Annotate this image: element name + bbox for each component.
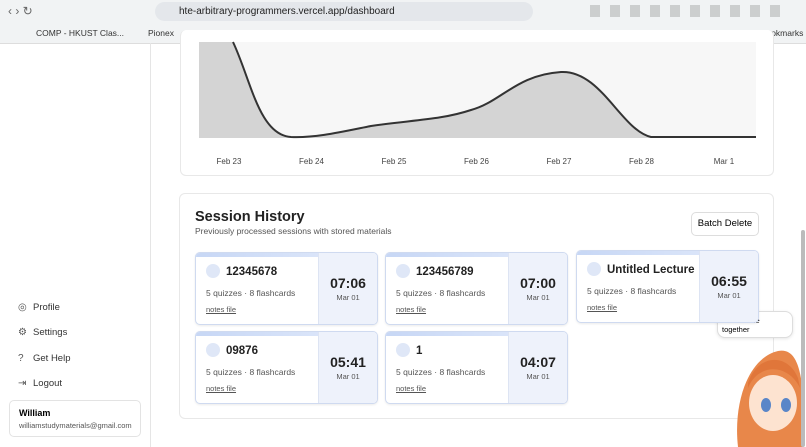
x-tick-label: Feb 25: [381, 157, 407, 166]
session-time-panel: 06:55 Mar 01: [699, 251, 758, 322]
nav-icon: ?: [18, 352, 24, 364]
session-title: 12345678: [226, 266, 278, 278]
session-icon: [396, 264, 410, 278]
session-title: 1: [416, 345, 423, 357]
nav-icon: ⚙: [18, 327, 27, 339]
session-item[interactable]: Untitled Lecture 5 quizzes · 8 flashcards…: [576, 250, 759, 323]
notes-link[interactable]: notes file: [206, 384, 237, 393]
nav-item[interactable]: Get Help: [33, 352, 71, 364]
notes-link[interactable]: notes file: [587, 303, 618, 312]
nav-item[interactable]: Logout: [33, 377, 63, 389]
session-time: 07:06: [330, 275, 366, 291]
section-title: Session History: [195, 209, 305, 225]
scrollbar[interactable]: [801, 230, 805, 447]
session-meta: 5 quizzes · 8 flashcards: [396, 367, 486, 377]
x-tick-label: Feb 23: [216, 157, 242, 166]
session-item[interactable]: 1 5 quizzes · 8 flashcards notes file 04:07…: [385, 331, 568, 404]
section-subtitle: Previously processed sessions with store…: [195, 226, 392, 236]
session-title: 123456789: [416, 266, 474, 278]
top-accent: [577, 251, 758, 255]
session-meta: 5 quizzes · 8 flashcards: [206, 288, 296, 298]
session-icon: [587, 262, 601, 276]
user-box: William williamstudymaterials@gmail.com: [9, 400, 141, 437]
session-date: Mar 01: [717, 291, 741, 300]
top-accent: [196, 253, 377, 257]
session-title: Untitled Lecture: [607, 264, 695, 276]
nav-item[interactable]: Settings: [33, 327, 68, 339]
session-item[interactable]: 09876 5 quizzes · 8 flashcards notes file 0…: [195, 331, 378, 404]
session-icon: [396, 343, 410, 357]
extension-icons: [590, 5, 780, 17]
nav-item[interactable]: Profile: [33, 302, 60, 313]
session-date: Mar 01: [526, 372, 550, 381]
sidebar: William williamstudymaterials@gmail.com …: [0, 43, 151, 447]
x-tick-label: Feb 28: [629, 157, 654, 166]
chart-card: Feb 23 Feb 24 Feb 25 Feb 26 Feb 27 Feb 28 Mar …: [180, 30, 774, 176]
session-time-panel: 07:00 Mar 01: [508, 253, 567, 324]
area: [199, 42, 756, 138]
session-meta: 5 quizzes · 8 flashcards: [587, 286, 677, 296]
user-name: William: [19, 408, 51, 418]
nav-icon: ⇥: [18, 377, 27, 389]
session-time-panel: 07:06 Mar 01: [318, 253, 377, 324]
nav-buttons[interactable]: ‹ › ↻: [8, 4, 33, 18]
session-time: 06:55: [711, 273, 747, 289]
notes-link[interactable]: notes file: [396, 305, 427, 314]
session-title: 09876: [226, 345, 258, 357]
x-tick-label: Feb 26: [464, 157, 489, 166]
assistant-avatar[interactable]: [728, 343, 803, 447]
session-time-panel: 05:41 Mar 01: [318, 332, 377, 403]
session-item[interactable]: 12345678 5 quizzes · 8 flashcards notes fi…: [195, 252, 378, 325]
address-bar[interactable]: hte-arbitrary-programmers.vercel.app/das…: [155, 2, 533, 21]
session-date: Mar 01: [336, 293, 360, 302]
all-bookmarks[interactable]: All Bookmarks: [749, 28, 804, 38]
session-time: 04:07: [520, 354, 556, 370]
session-item[interactable]: 123456789 5 quizzes · 8 flashcards notes f…: [385, 252, 568, 325]
session-time: 07:00: [520, 275, 556, 291]
batch-delete-button[interactable]: Batch Delete: [691, 212, 759, 236]
top-accent: [386, 253, 567, 257]
chart: [199, 41, 756, 139]
session-meta: 5 quizzes · 8 flashcards: [396, 288, 486, 298]
session-meta: 5 quizzes · 8 flashcards: [206, 367, 296, 377]
notes-link[interactable]: notes file: [396, 384, 427, 393]
session-date: Mar 01: [526, 293, 550, 302]
bookmark[interactable]: Pionex: [148, 28, 174, 38]
x-tick-label: Feb 27: [546, 157, 572, 166]
notes-link[interactable]: notes file: [206, 305, 237, 314]
line: [232, 41, 756, 139]
x-tick-label: Feb 24: [299, 157, 324, 166]
session-time-panel: 04:07 Mar 01: [508, 332, 567, 403]
nav-icon: ◎: [18, 302, 27, 313]
top-accent: [196, 332, 377, 336]
x-tick-label: Mar 1: [713, 157, 735, 166]
session-icon: [206, 343, 220, 357]
session-date: Mar 01: [336, 372, 360, 381]
bookmark[interactable]: COMP - HKUST Clas...: [36, 28, 125, 38]
session-time: 05:41: [330, 354, 366, 370]
user-email: williamstudymaterials@gmail.com: [19, 421, 132, 430]
session-icon: [206, 264, 220, 278]
top-accent: [386, 332, 567, 336]
